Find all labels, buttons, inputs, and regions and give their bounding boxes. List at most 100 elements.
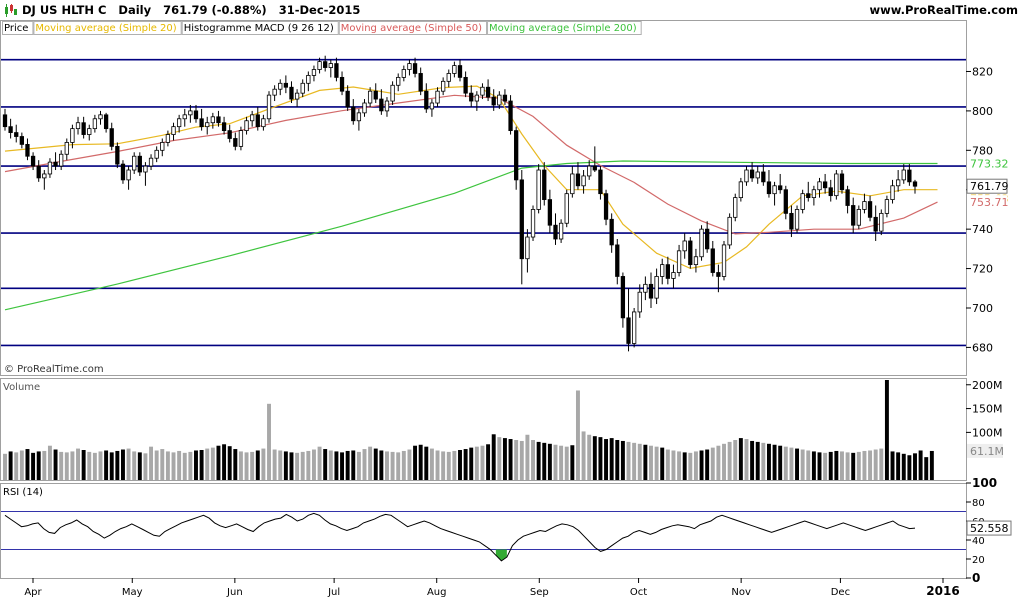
volume-bar <box>856 451 861 480</box>
volume-bar <box>789 447 794 480</box>
candle-body <box>491 96 496 106</box>
volume-bar <box>64 452 69 480</box>
volume-bar <box>14 452 19 480</box>
volume-bar <box>132 451 137 480</box>
volume-bar <box>497 437 502 480</box>
volume-bar <box>210 447 215 480</box>
candle-body <box>311 69 317 76</box>
legend-item-0: Price <box>4 23 28 34</box>
volume-bar <box>295 452 300 480</box>
volume-bar <box>126 448 131 480</box>
volume-bar <box>744 439 749 480</box>
legend-item-box-1 <box>33 21 182 35</box>
candle-body <box>873 216 878 232</box>
volume-bar <box>879 448 884 480</box>
volume-bar <box>474 446 479 480</box>
date-axis-label-Jun: Jun <box>226 587 243 598</box>
volume-bar <box>469 447 474 480</box>
volume-bar <box>317 446 322 480</box>
volume-bar <box>918 450 923 480</box>
candle-body <box>879 212 884 232</box>
price-axis-tick-label-740: 740 <box>972 223 993 236</box>
chart-title: DJ US HLTH C Daily 761.79 (-0.88%) 31-De… <box>22 3 361 17</box>
volume-bar <box>581 431 586 480</box>
rsi-axis-tick-label-80: 80 <box>972 498 985 509</box>
volume-bar <box>149 446 154 480</box>
candle-body <box>570 173 575 195</box>
candle-body <box>53 161 58 167</box>
candle-body <box>283 82 289 88</box>
volume-bar <box>868 450 873 480</box>
candle-body <box>716 272 721 277</box>
candle-body <box>441 80 446 92</box>
candle-body <box>834 173 839 197</box>
candle-body <box>800 193 805 210</box>
candle-body <box>525 236 530 260</box>
candle-body <box>115 145 120 165</box>
price-axis-tick-label-820: 820 <box>972 65 993 78</box>
candle-body <box>733 197 738 218</box>
volume-bar <box>143 453 148 480</box>
candle-body <box>485 86 491 98</box>
candle-body <box>806 193 811 199</box>
volume-bar <box>806 450 811 480</box>
volume-bar <box>677 451 682 480</box>
rsi-line <box>4 512 916 562</box>
candle-body <box>272 88 277 96</box>
candle-body <box>87 128 92 135</box>
volume-bar <box>592 436 597 480</box>
candle-body <box>47 161 53 175</box>
price-axis-tick-label-780: 780 <box>972 144 993 157</box>
volume-bar <box>278 450 283 480</box>
candle-body <box>890 185 895 200</box>
candle-body <box>2 114 8 128</box>
candle-body <box>238 130 244 147</box>
volume-bar <box>182 452 187 480</box>
volume-bar <box>216 445 221 480</box>
volume-bar <box>446 451 451 480</box>
candle-body <box>289 86 294 100</box>
candle-body <box>64 142 69 155</box>
candle-body <box>92 118 98 130</box>
volume-bar <box>244 452 249 480</box>
candle-body <box>474 94 479 102</box>
candle-body <box>755 171 760 179</box>
volume-bar <box>87 451 92 480</box>
volume-bar <box>778 445 783 480</box>
candle-body <box>676 250 682 273</box>
volume-bar <box>587 434 592 480</box>
volume-bar <box>688 452 693 480</box>
volume-bar <box>362 449 367 480</box>
candle-body <box>530 209 536 238</box>
candle-body <box>132 155 137 171</box>
candle-body <box>620 276 626 319</box>
candle-body <box>637 291 642 313</box>
candle-body <box>581 175 586 187</box>
volume-bar <box>154 450 159 480</box>
ma50-value-tag: 753.71 <box>970 196 1009 209</box>
candle-body <box>396 76 401 86</box>
legend-item-3: Moving average (Simple 50) <box>341 23 482 34</box>
candle-body <box>165 134 171 143</box>
candle-body <box>519 179 524 260</box>
volume-bar <box>306 450 311 480</box>
volume-bar <box>289 452 294 480</box>
volume-bar <box>345 450 350 480</box>
volume-bar <box>525 434 530 480</box>
candle-body <box>828 187 833 197</box>
volume-bar <box>834 450 839 480</box>
volume-bar <box>222 444 227 480</box>
brand-url[interactable]: www.ProRealTime.com <box>869 3 1018 17</box>
candle-body <box>255 114 260 128</box>
volume-bar <box>823 452 828 480</box>
candle-body <box>744 169 749 183</box>
candle-body <box>783 189 788 214</box>
volume-bar <box>385 451 389 480</box>
volume-bar <box>929 450 934 480</box>
volume-bar <box>267 403 271 480</box>
candle-body <box>536 169 541 210</box>
candle-body <box>317 61 322 70</box>
volume-bar <box>120 449 125 480</box>
candle-body <box>345 90 350 108</box>
candle-body <box>738 181 744 199</box>
